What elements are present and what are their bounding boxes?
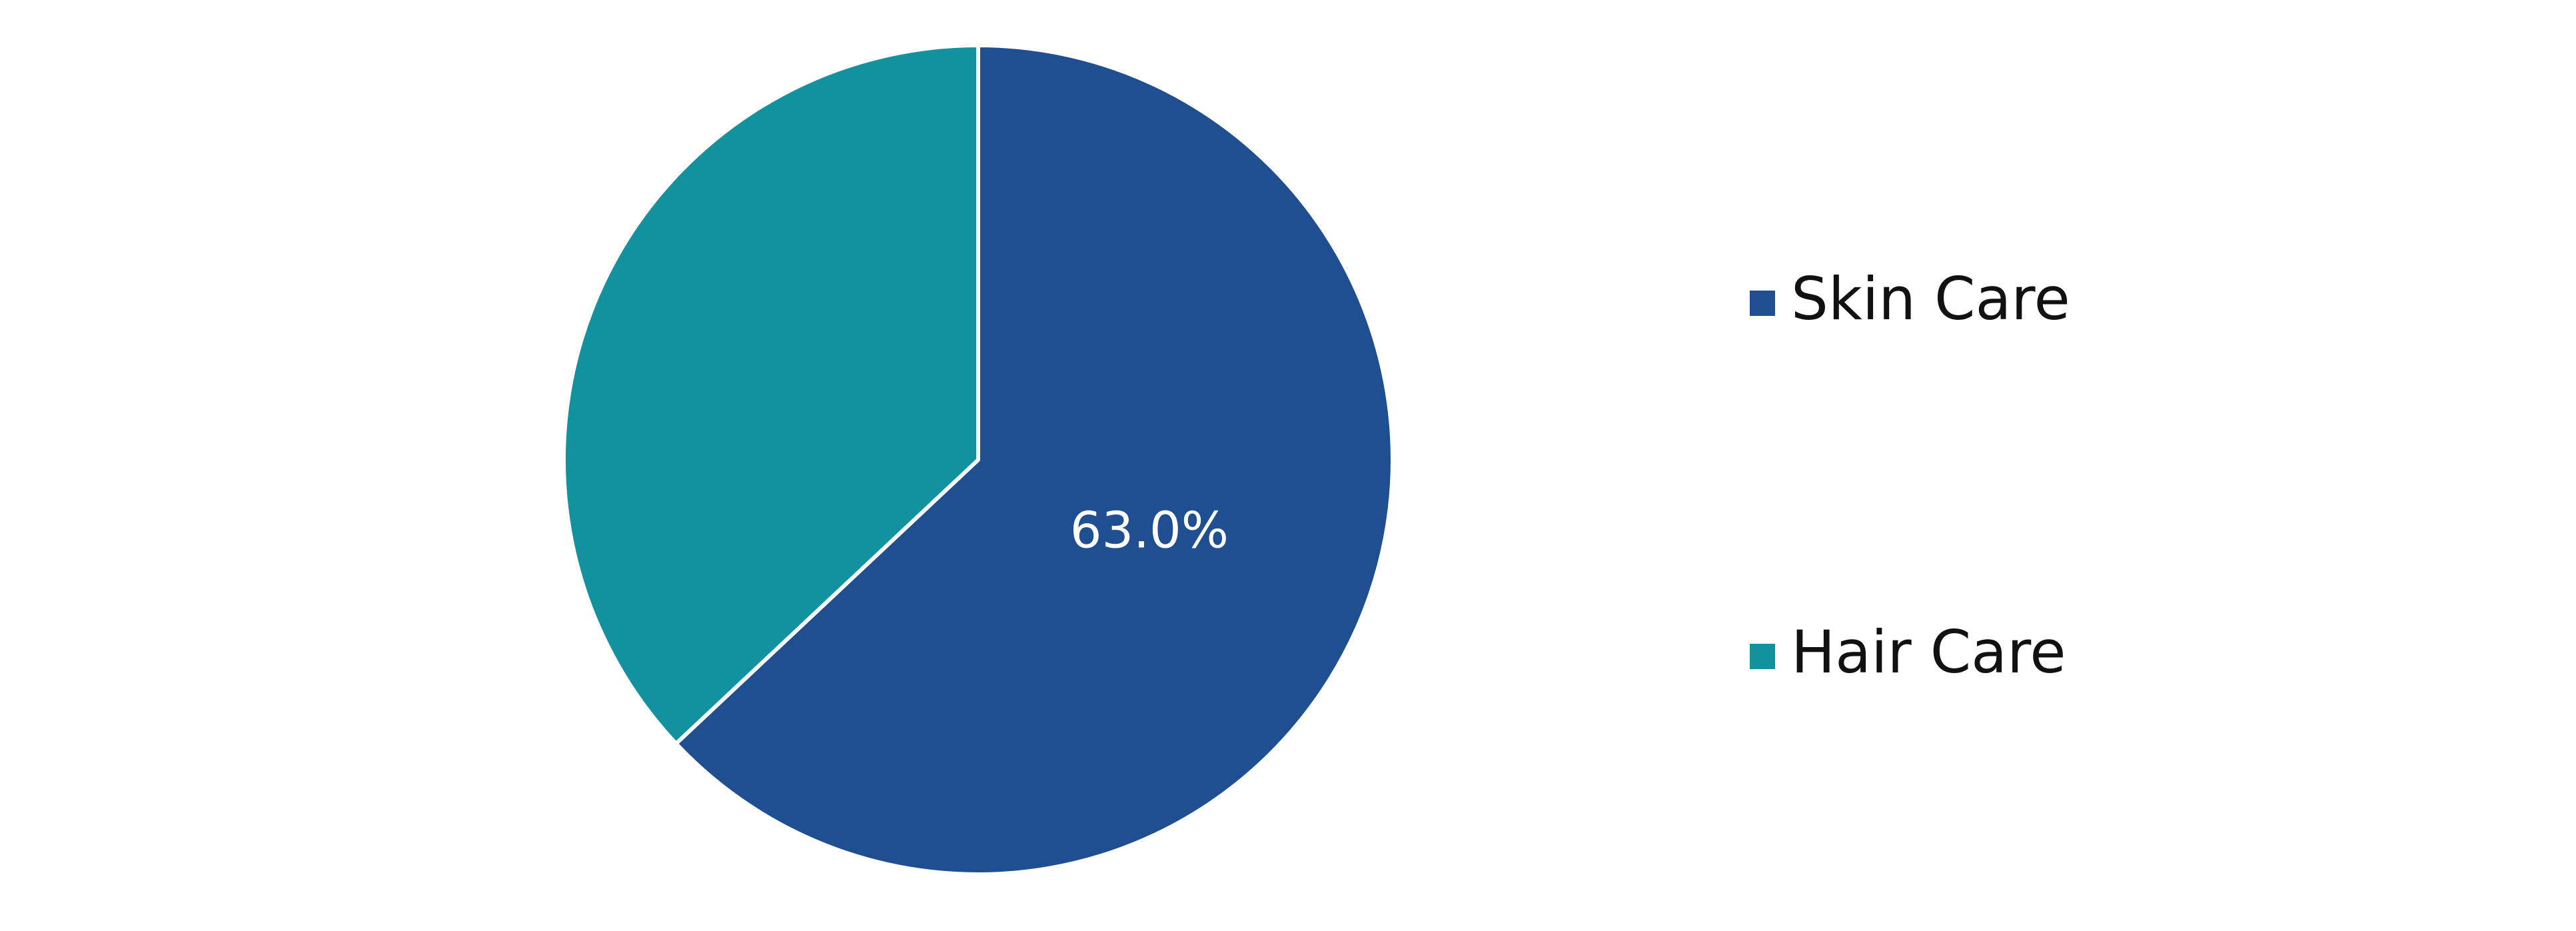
pie-slice-skin-care bbox=[674, 43, 1395, 876]
legend-label-skin-care: Skin Care bbox=[1791, 265, 2070, 333]
legend-label-hair-care: Hair Care bbox=[1791, 618, 2066, 686]
legend-swatch-skin-care bbox=[1750, 291, 1775, 316]
pie-data-labels: 63.0% bbox=[1070, 501, 1229, 560]
legend-swatch-hair-care bbox=[1750, 644, 1775, 669]
pie-slices bbox=[562, 43, 1395, 876]
data-label-skin-care: 63.0% bbox=[1070, 501, 1229, 560]
chart-legend: Skin Care Hair Care bbox=[1750, 265, 2070, 686]
pie-slice-hair-care bbox=[562, 43, 980, 746]
